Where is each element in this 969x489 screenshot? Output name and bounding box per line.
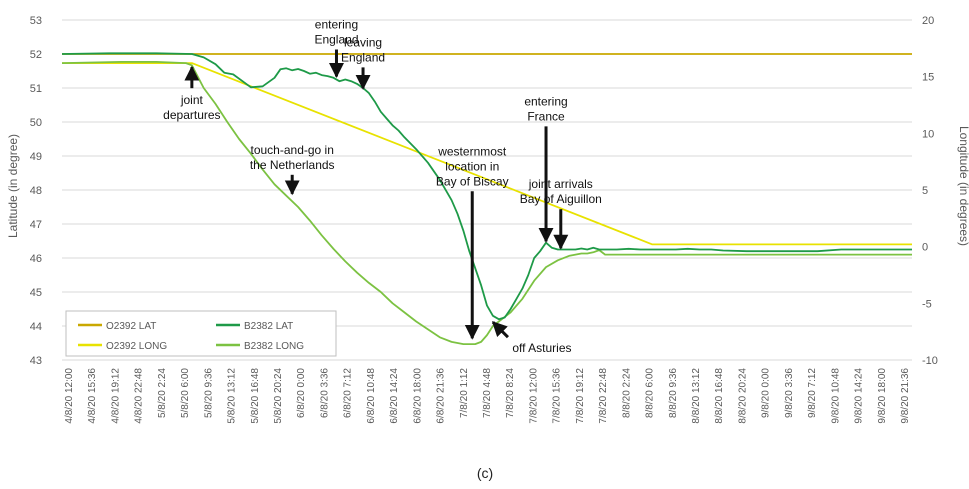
y2-tick-label: 10 bbox=[922, 128, 934, 140]
series-line-b2382-lat bbox=[61, 52, 912, 321]
x-tick-label: 8/8/20 9:36 bbox=[668, 368, 679, 418]
legend: O2392 LAT O2392 LONG B2382 LAT B2382 LONG bbox=[65, 310, 337, 357]
left-axis-title: Latitude (in degree) bbox=[6, 134, 20, 238]
y2-tick-label: 15 bbox=[922, 72, 934, 84]
y-tick-label: 53 bbox=[30, 15, 42, 27]
y2-tick-label: -5 bbox=[922, 298, 932, 310]
right-axis-title: Longitude (in degrees) bbox=[957, 126, 969, 246]
x-tick-label: 5/8/20 2:24 bbox=[157, 368, 168, 418]
x-tick-label: 9/8/20 3:36 bbox=[784, 368, 795, 418]
right-y-axis-ticks: -10 -5 0 5 10 15 20 bbox=[922, 15, 938, 367]
figure-caption: (c) bbox=[477, 465, 493, 481]
x-tick-label: 7/8/20 4:48 bbox=[482, 368, 493, 418]
x-tick-label: 5/8/20 13:12 bbox=[227, 368, 238, 424]
x-tick-label: 8/8/20 2:24 bbox=[621, 368, 632, 418]
y2-tick-label: 20 bbox=[922, 15, 934, 27]
annotation-text: departures bbox=[163, 108, 220, 122]
annotation-text: entering bbox=[315, 18, 358, 32]
annotation: off Asturies bbox=[491, 321, 572, 355]
y-tick-label: 44 bbox=[30, 321, 42, 333]
annotation-text: the Netherlands bbox=[250, 158, 335, 172]
y-tick-label: 52 bbox=[30, 49, 42, 61]
x-tick-label: 8/8/20 20:24 bbox=[737, 368, 748, 424]
y2-tick-label: 5 bbox=[922, 185, 928, 197]
x-tick-label: 9/8/20 21:36 bbox=[900, 368, 911, 424]
x-tick-label: 5/8/20 9:36 bbox=[203, 368, 214, 418]
y-tick-label: 47 bbox=[30, 219, 42, 231]
x-tick-label: 8/8/20 16:48 bbox=[714, 368, 725, 424]
annotation-text: entering bbox=[524, 94, 567, 108]
y-tick-label: 51 bbox=[30, 83, 42, 95]
annotation-arrow bbox=[491, 321, 510, 339]
x-tick-label: 6/8/20 7:12 bbox=[343, 368, 354, 418]
x-tick-label: 4/8/20 19:12 bbox=[110, 368, 121, 424]
annotations: jointdeparturesenteringEnglandleavingEng… bbox=[163, 18, 602, 356]
annotation-text: location in bbox=[445, 159, 499, 173]
series-line-o2392-long bbox=[62, 62, 912, 246]
x-tick-label: 4/8/20 15:36 bbox=[87, 368, 98, 424]
y-tick-label: 43 bbox=[30, 355, 42, 367]
x-tick-label: 7/8/20 8:24 bbox=[505, 368, 516, 418]
annotation-text: off Asturies bbox=[512, 341, 571, 355]
x-tick-label: 9/8/20 7:12 bbox=[807, 368, 818, 418]
x-tick-label: 9/8/20 18:00 bbox=[877, 368, 888, 424]
annotation-text: England bbox=[341, 50, 385, 64]
x-tick-label: 6/8/20 3:36 bbox=[319, 368, 330, 418]
x-tick-label: 6/8/20 14:24 bbox=[389, 368, 400, 424]
x-tick-label: 6/8/20 0:00 bbox=[296, 368, 307, 418]
y2-tick-label: 0 bbox=[922, 242, 928, 254]
series-lines bbox=[61, 52, 912, 346]
legend-label: B2382 LAT bbox=[244, 321, 293, 332]
x-tick-label: 7/8/20 1:12 bbox=[459, 368, 470, 418]
x-tick-label: 5/8/20 6:00 bbox=[180, 368, 191, 418]
x-tick-label: 6/8/20 10:48 bbox=[366, 368, 377, 424]
y2-tick-label: -10 bbox=[922, 355, 938, 367]
annotation-text: westernmost bbox=[437, 144, 507, 158]
legend-label: B2382 LONG bbox=[244, 341, 304, 352]
x-tick-label: 8/8/20 6:00 bbox=[645, 368, 656, 418]
x-tick-label: 7/8/20 19:12 bbox=[575, 368, 586, 424]
y-tick-label: 45 bbox=[30, 287, 42, 299]
gridlines bbox=[62, 19, 912, 361]
x-tick-label: 4/8/20 12:00 bbox=[64, 368, 75, 424]
y-tick-label: 49 bbox=[30, 151, 42, 163]
x-tick-label: 5/8/20 16:48 bbox=[250, 368, 261, 424]
x-tick-label: 9/8/20 10:48 bbox=[830, 368, 841, 424]
x-tick-label: 7/8/20 22:48 bbox=[598, 368, 609, 424]
left-y-axis-ticks: 43 44 45 46 47 48 49 50 51 52 53 bbox=[30, 15, 42, 367]
x-tick-label: 9/8/20 0:00 bbox=[761, 368, 772, 418]
annotation-text: joint bbox=[180, 93, 204, 107]
x-tick-label: 6/8/20 18:00 bbox=[412, 368, 423, 424]
legend-label: O2392 LONG bbox=[106, 341, 167, 352]
series-line-b2382-long bbox=[61, 61, 912, 346]
y-tick-label: 50 bbox=[30, 117, 42, 129]
annotation-text: joint arrivals bbox=[528, 177, 593, 191]
x-tick-label: 9/8/20 14:24 bbox=[854, 368, 865, 424]
annotation-text: Bay of Biscay bbox=[436, 174, 509, 188]
x-tick-label: 8/8/20 13:12 bbox=[691, 368, 702, 424]
x-tick-label: 7/8/20 12:00 bbox=[528, 368, 539, 424]
annotation-text: Bay of Aiguillon bbox=[520, 192, 602, 206]
x-axis-ticks: 4/8/20 12:00 4/8/20 15:36 4/8/20 19:12 4/8/… bbox=[64, 368, 911, 424]
y-tick-label: 46 bbox=[30, 253, 42, 265]
annotation-text: France bbox=[527, 109, 565, 123]
x-tick-label: 7/8/20 15:36 bbox=[552, 368, 563, 424]
annotation-text: leaving bbox=[344, 35, 382, 49]
annotation-text: touch-and-go in bbox=[251, 143, 334, 157]
annotation-text: England bbox=[314, 33, 358, 47]
x-tick-label: 5/8/20 20:24 bbox=[273, 368, 284, 424]
legend-label: O2392 LAT bbox=[106, 321, 156, 332]
y-tick-label: 48 bbox=[30, 185, 42, 197]
legend-box bbox=[65, 310, 337, 357]
x-tick-label: 6/8/20 21:36 bbox=[436, 368, 447, 424]
x-tick-label: 4/8/20 22:48 bbox=[134, 368, 145, 424]
